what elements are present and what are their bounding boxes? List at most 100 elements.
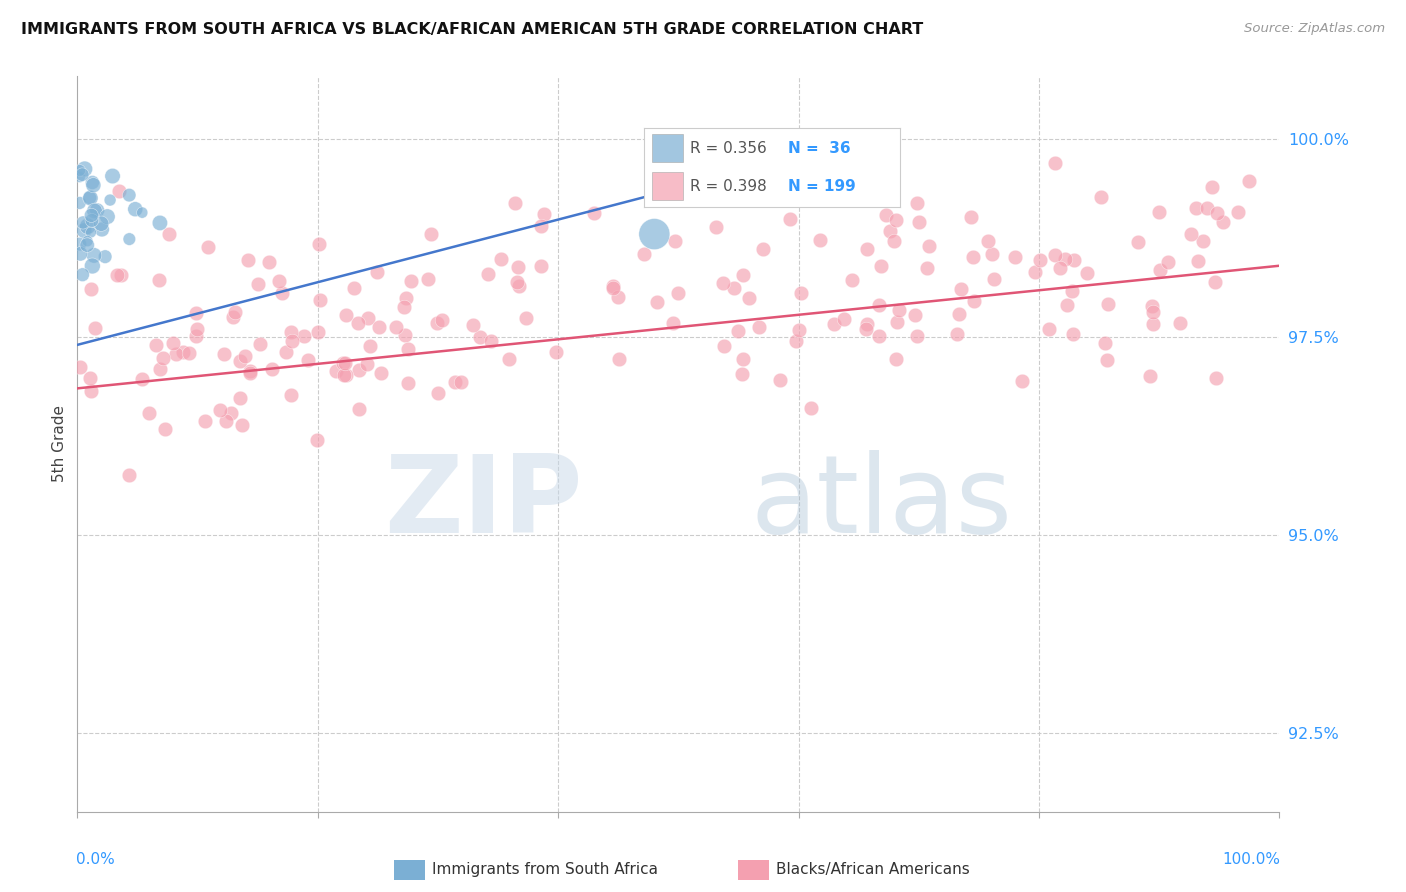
Point bbox=[72, 168, 94, 182]
Point bbox=[432, 312, 454, 326]
Point bbox=[602, 281, 624, 295]
Point bbox=[790, 286, 813, 301]
Point bbox=[80, 226, 103, 240]
Text: 100.0%: 100.0% bbox=[1223, 852, 1281, 867]
Text: R = 0.398: R = 0.398 bbox=[690, 178, 768, 194]
Text: 0.0%: 0.0% bbox=[76, 852, 115, 867]
Point bbox=[662, 316, 685, 330]
Point bbox=[855, 243, 877, 257]
Point bbox=[108, 184, 131, 198]
Point bbox=[416, 272, 439, 286]
Text: Blacks/African Americans: Blacks/African Americans bbox=[776, 863, 970, 877]
Point bbox=[983, 272, 1005, 286]
Point bbox=[94, 250, 117, 264]
Point bbox=[308, 237, 330, 252]
Point bbox=[148, 272, 170, 286]
Point bbox=[76, 234, 98, 248]
Point bbox=[69, 247, 91, 261]
Point bbox=[883, 234, 905, 248]
Point bbox=[101, 169, 124, 183]
Point bbox=[887, 302, 910, 317]
Point bbox=[394, 328, 416, 343]
Point bbox=[186, 322, 208, 336]
Point bbox=[177, 346, 200, 360]
Point bbox=[1226, 205, 1249, 219]
Point bbox=[633, 247, 655, 261]
Text: R = 0.356: R = 0.356 bbox=[690, 141, 768, 156]
Point bbox=[841, 273, 863, 287]
Point bbox=[1043, 248, 1066, 262]
Point bbox=[249, 336, 271, 351]
Point bbox=[1187, 254, 1209, 268]
Point bbox=[1054, 252, 1077, 267]
Point bbox=[221, 406, 243, 420]
Point bbox=[72, 268, 94, 282]
Point bbox=[908, 215, 931, 229]
Point bbox=[917, 239, 939, 253]
Point bbox=[506, 275, 529, 289]
Point bbox=[82, 259, 104, 273]
Point bbox=[149, 361, 172, 376]
Point bbox=[231, 418, 253, 433]
Point bbox=[655, 165, 678, 179]
Point bbox=[1011, 374, 1033, 388]
Point bbox=[118, 188, 141, 202]
Point bbox=[145, 338, 167, 352]
Point bbox=[1142, 317, 1164, 331]
Point bbox=[1201, 179, 1223, 194]
Point bbox=[1149, 262, 1171, 277]
Text: ZIP: ZIP bbox=[384, 450, 582, 556]
Point bbox=[346, 316, 368, 330]
Point bbox=[69, 359, 91, 374]
Point bbox=[239, 364, 262, 378]
Point bbox=[90, 217, 112, 231]
Point bbox=[506, 260, 529, 274]
Text: N =  36: N = 36 bbox=[787, 141, 851, 156]
Point bbox=[1192, 234, 1215, 248]
Point bbox=[333, 368, 356, 383]
Point bbox=[602, 279, 624, 293]
Point bbox=[69, 237, 91, 252]
Point bbox=[1142, 305, 1164, 319]
Point bbox=[1062, 284, 1084, 298]
Point bbox=[645, 295, 668, 310]
Point bbox=[779, 212, 801, 227]
Point bbox=[82, 178, 104, 193]
Point bbox=[1184, 202, 1206, 216]
Point bbox=[461, 318, 484, 332]
Point bbox=[737, 291, 759, 305]
Text: Source: ZipAtlas.com: Source: ZipAtlas.com bbox=[1244, 22, 1385, 36]
Point bbox=[270, 286, 292, 301]
Point bbox=[868, 329, 890, 343]
Point bbox=[1024, 265, 1046, 279]
Point bbox=[477, 267, 499, 281]
Point bbox=[903, 308, 925, 322]
Point bbox=[395, 291, 418, 305]
Point bbox=[426, 385, 449, 400]
Point bbox=[808, 233, 831, 247]
Point bbox=[1168, 316, 1191, 330]
Point bbox=[980, 246, 1002, 260]
Point bbox=[515, 310, 537, 325]
Point bbox=[886, 315, 908, 329]
Point bbox=[787, 323, 810, 337]
Point bbox=[503, 195, 526, 210]
Point bbox=[498, 351, 520, 366]
Point bbox=[1205, 370, 1227, 384]
Point bbox=[711, 276, 734, 290]
Point bbox=[960, 210, 983, 224]
Point bbox=[86, 203, 108, 218]
Point bbox=[155, 422, 177, 436]
Point bbox=[1197, 201, 1219, 215]
Point bbox=[335, 356, 357, 370]
Point bbox=[1038, 322, 1060, 336]
Point bbox=[309, 293, 332, 307]
Point bbox=[1157, 255, 1180, 269]
Point bbox=[83, 203, 105, 218]
Text: atlas: atlas bbox=[751, 450, 1012, 556]
Point bbox=[80, 384, 103, 398]
Point bbox=[356, 357, 378, 371]
Point bbox=[276, 344, 298, 359]
Point bbox=[1043, 155, 1066, 169]
Point bbox=[1128, 235, 1150, 249]
